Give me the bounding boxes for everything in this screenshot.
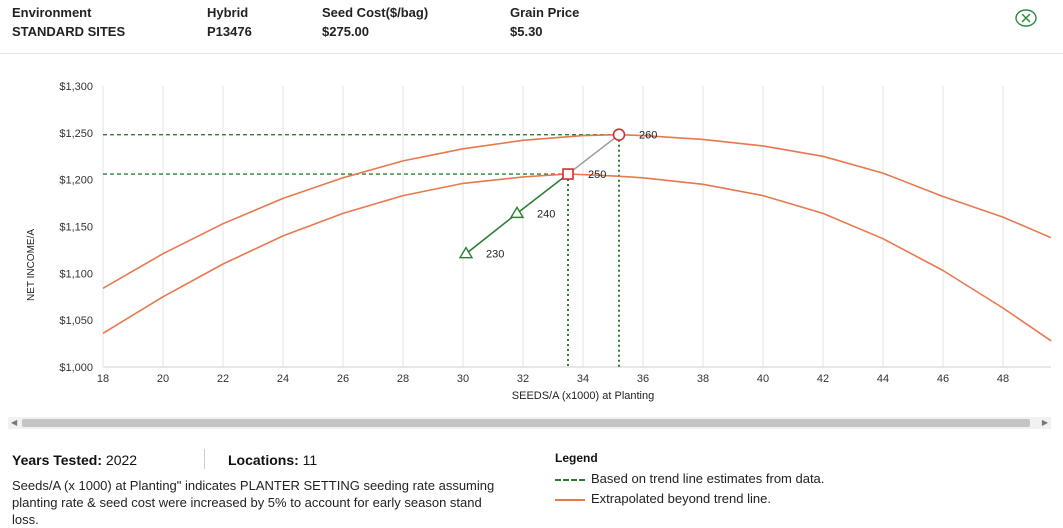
planter-setting-note: Seeds/A (x 1000) at Planting" indicates … — [12, 477, 512, 528]
scroll-left-icon[interactable]: ◀ — [11, 417, 17, 429]
y-tick-label-5: $1,250 — [59, 128, 93, 140]
header-divider — [0, 53, 1063, 54]
header-grain-price-value: $5.30 — [510, 23, 579, 40]
legend-swatch-trend — [555, 479, 585, 481]
y-tick-label-2: $1,100 — [59, 268, 93, 280]
x-tick-label-20: 20 — [157, 373, 169, 385]
x-tick-label-42: 42 — [817, 373, 829, 385]
horizontal-scrollbar[interactable]: ◀ ▶ — [8, 417, 1051, 429]
point-markers: 230 240 250 260 — [460, 129, 657, 260]
header-seed-cost-label: Seed Cost($/bag) — [322, 4, 428, 21]
x-tick-label-26: 26 — [337, 373, 349, 385]
locations-value: 11 — [303, 452, 318, 468]
x-tick-label-40: 40 — [757, 373, 769, 385]
x-tick-label-34: 34 — [577, 373, 589, 385]
x-tick-label-48: 48 — [997, 373, 1009, 385]
locations: Locations: 11 — [228, 452, 317, 468]
point-marker-250 — [563, 169, 573, 179]
tick-labels: 18 20 22 24 26 28 30 32 34 36 38 40 42 44 46 48 $1,000 $1… — [59, 81, 1009, 385]
grid-lines — [103, 86, 1051, 367]
header-grain-price-label: Grain Price — [510, 4, 579, 21]
x-tick-label-22: 22 — [217, 373, 229, 385]
point-marker-260 — [614, 129, 625, 140]
header-environment-value: STANDARD SITES — [12, 23, 125, 40]
point-label-260: 260 — [639, 130, 657, 142]
legend-title: Legend — [555, 451, 598, 465]
series-lines — [103, 135, 1051, 341]
header-hybrid-label: Hybrid — [207, 4, 252, 21]
x-tick-label-30: 30 — [457, 373, 469, 385]
scroll-right-icon[interactable]: ▶ — [1042, 417, 1048, 429]
close-circle-icon — [1015, 9, 1037, 27]
header-environment-label: Environment — [12, 4, 125, 21]
years-tested-label: Years Tested: — [12, 452, 102, 468]
y-axis-label: NET INCOME/A — [26, 229, 37, 301]
y-tick-label-0: $1,000 — [59, 362, 93, 374]
header-seed-cost: Seed Cost($/bag) $275.00 — [322, 4, 428, 40]
locations-label: Locations: — [228, 452, 299, 468]
years-tested-value: 2022 — [106, 452, 137, 468]
series-line-1 — [103, 135, 1051, 289]
point-marker-230 — [460, 248, 472, 258]
x-axis-label: SEEDS/A (x1000) at Planting — [512, 390, 654, 402]
point-label-250: 250 — [588, 169, 606, 181]
y-tick-label-3: $1,150 — [59, 222, 93, 234]
y-tick-label-6: $1,300 — [59, 81, 93, 93]
net-income-chart: 230 240 250 260 18 20 22 24 26 28 30 32 34 36 38 40 42 4… — [0, 60, 1063, 410]
legend-label-trend: Based on trend line estimates from data. — [591, 471, 824, 486]
point-label-230: 230 — [486, 249, 504, 261]
x-tick-label-18: 18 — [97, 373, 109, 385]
header-seed-cost-value: $275.00 — [322, 23, 428, 40]
x-tick-label-46: 46 — [937, 373, 949, 385]
header-hybrid: Hybrid P13476 — [207, 4, 252, 40]
y-tick-label-1: $1,050 — [59, 315, 93, 327]
header-environment: Environment STANDARD SITES — [12, 4, 125, 40]
close-button[interactable] — [1015, 9, 1037, 27]
x-tick-label-32: 32 — [517, 373, 529, 385]
header-hybrid-value: P13476 — [207, 23, 252, 40]
x-tick-label-36: 36 — [637, 373, 649, 385]
point-marker-240 — [511, 207, 523, 217]
x-tick-label-38: 38 — [697, 373, 709, 385]
x-tick-label-28: 28 — [397, 373, 409, 385]
x-tick-label-44: 44 — [877, 373, 889, 385]
years-tested: Years Tested: 2022 — [12, 452, 137, 468]
legend-label-extrapolated: Extrapolated beyond trend line. — [591, 491, 771, 506]
point-label-240: 240 — [537, 208, 555, 220]
guide-lines — [103, 135, 619, 367]
series-line-0 — [103, 174, 1051, 341]
legend-swatch-extrapolated — [555, 499, 585, 501]
scrollbar-thumb[interactable] — [22, 419, 1030, 427]
legend-item-trend: Based on trend line estimates from data. — [555, 471, 824, 486]
header-grain-price: Grain Price $5.30 — [510, 4, 579, 40]
legend-item-extrapolated: Extrapolated beyond trend line. — [555, 491, 771, 506]
y-tick-label-4: $1,200 — [59, 175, 93, 187]
x-tick-label-24: 24 — [277, 373, 289, 385]
meta-divider — [204, 449, 205, 469]
